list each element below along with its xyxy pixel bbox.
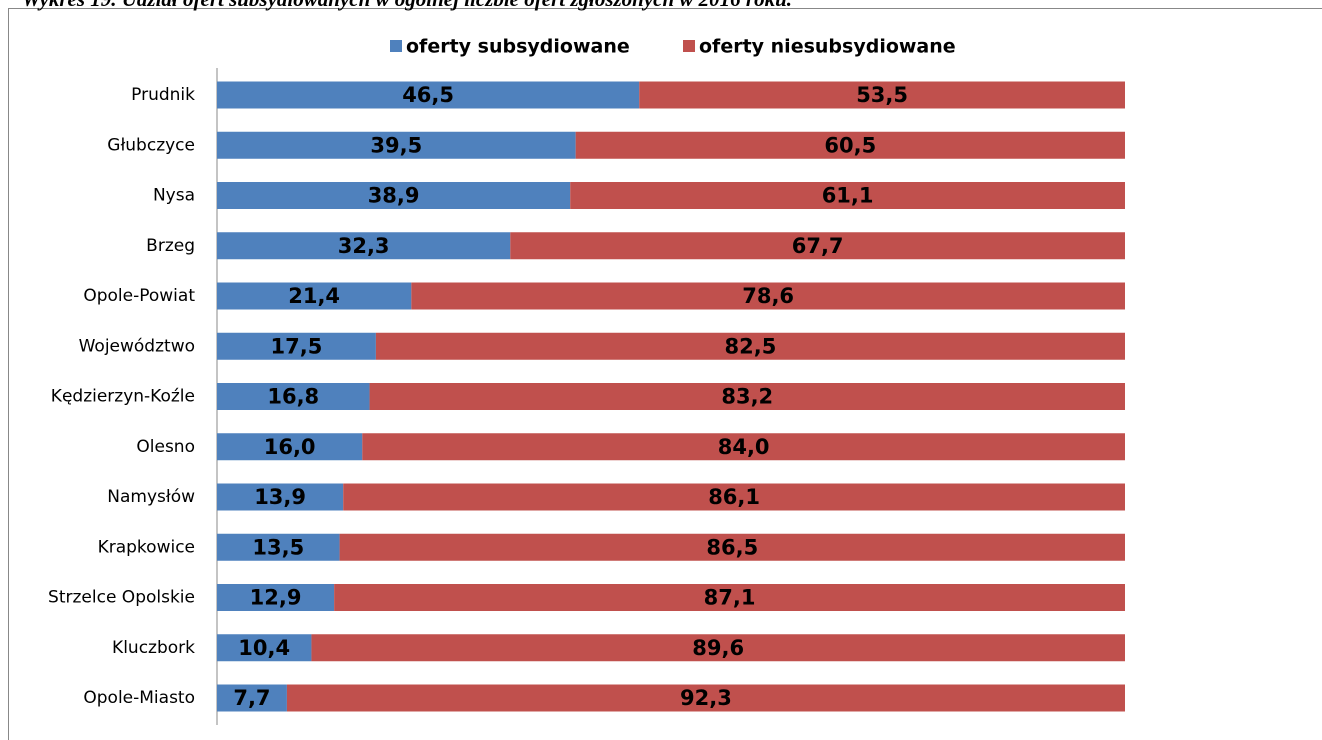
bar bbox=[339, 533, 1126, 561]
y-tick-label: Namysłów bbox=[107, 487, 195, 507]
y-tick-label: Województwo bbox=[79, 336, 195, 356]
chart-border bbox=[8, 8, 1322, 740]
bar bbox=[334, 584, 1126, 611]
bar bbox=[217, 232, 511, 260]
value-label: 53,5 bbox=[856, 83, 908, 107]
legend-swatch bbox=[683, 40, 695, 52]
value-label: 83,2 bbox=[721, 385, 773, 409]
y-tick-label: Nysa bbox=[153, 186, 195, 206]
value-label: 16,8 bbox=[267, 385, 319, 409]
y-tick-label: Prudnik bbox=[131, 85, 195, 105]
legend-label: oferty subsydiowane bbox=[406, 36, 630, 58]
bar bbox=[217, 433, 363, 461]
bar bbox=[217, 81, 640, 109]
value-label: 86,1 bbox=[708, 485, 760, 509]
value-label: 67,7 bbox=[792, 234, 844, 258]
bar bbox=[375, 332, 1125, 360]
value-label: 82,5 bbox=[725, 334, 777, 358]
bar bbox=[217, 282, 412, 310]
bar bbox=[343, 483, 1125, 511]
value-label: 13,9 bbox=[254, 485, 306, 509]
legend-swatch bbox=[390, 40, 402, 52]
value-label: 21,4 bbox=[288, 284, 340, 308]
y-tick-label: Brzeg bbox=[146, 236, 195, 256]
bar bbox=[362, 433, 1125, 461]
bar bbox=[411, 282, 1125, 310]
bar bbox=[570, 182, 1125, 209]
bar bbox=[286, 684, 1125, 712]
bar bbox=[510, 232, 1125, 260]
value-label: 61,1 bbox=[822, 184, 874, 208]
bar bbox=[217, 634, 312, 662]
y-tick-label: Głubczyce bbox=[107, 135, 195, 155]
value-label: 10,4 bbox=[238, 636, 290, 660]
y-tick-label: Strzelce Opolskie bbox=[48, 588, 195, 608]
value-label: 32,3 bbox=[338, 234, 390, 258]
bar bbox=[311, 634, 1125, 662]
bar bbox=[217, 182, 571, 209]
y-tick-label: Krapkowice bbox=[98, 537, 195, 557]
y-tick-label: Opole-Miasto bbox=[83, 688, 195, 708]
value-label: 12,9 bbox=[250, 586, 302, 610]
value-label: 7,7 bbox=[233, 686, 270, 710]
bar bbox=[217, 131, 576, 159]
y-tick-label: Olesno bbox=[136, 437, 195, 457]
bar bbox=[217, 332, 376, 360]
value-label: 46,5 bbox=[402, 83, 454, 107]
chart-title: Wykres 19. Udział ofert subsydiowanych w… bbox=[22, 0, 792, 11]
bar bbox=[217, 383, 370, 410]
value-label: 78,6 bbox=[742, 284, 794, 308]
legend-label: oferty niesubsydiowane bbox=[699, 36, 956, 58]
bar bbox=[369, 383, 1125, 410]
y-tick-label: Opole-Powiat bbox=[83, 286, 195, 306]
value-label: 13,5 bbox=[252, 535, 304, 559]
bar bbox=[217, 684, 287, 712]
y-tick-label: Kluczbork bbox=[112, 638, 195, 658]
bar bbox=[217, 584, 335, 611]
value-label: 38,9 bbox=[368, 184, 420, 208]
bar bbox=[217, 533, 340, 561]
value-label: 89,6 bbox=[692, 636, 744, 660]
value-label: 17,5 bbox=[271, 334, 323, 358]
value-label: 92,3 bbox=[680, 686, 732, 710]
bar bbox=[639, 81, 1125, 109]
y-tick-label: Kędzierzyn-Koźle bbox=[51, 387, 195, 407]
bar bbox=[217, 483, 344, 511]
value-label: 60,5 bbox=[824, 133, 876, 157]
value-label: 84,0 bbox=[718, 435, 770, 459]
value-label: 86,5 bbox=[706, 535, 758, 559]
value-label: 39,5 bbox=[370, 133, 422, 157]
bar bbox=[575, 131, 1125, 159]
value-label: 87,1 bbox=[704, 586, 756, 610]
value-label: 16,0 bbox=[264, 435, 316, 459]
